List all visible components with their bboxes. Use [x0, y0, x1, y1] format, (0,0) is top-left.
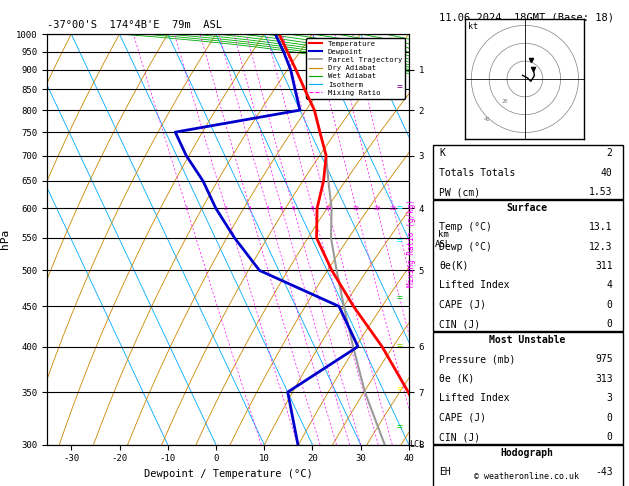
Text: 2: 2: [607, 148, 613, 158]
Text: 15: 15: [352, 206, 360, 211]
Bar: [433, 200, 623, 331]
Text: =: =: [396, 422, 403, 432]
Text: -43: -43: [595, 467, 613, 477]
Text: Lifted Index: Lifted Index: [439, 280, 509, 291]
Text: 0: 0: [607, 300, 613, 310]
Text: 4: 4: [607, 280, 613, 291]
Text: CAPE (J): CAPE (J): [439, 413, 486, 423]
Text: θe(K): θe(K): [439, 261, 468, 271]
Text: Totals Totals: Totals Totals: [439, 168, 515, 178]
Text: 5: 5: [280, 206, 284, 211]
Text: -37°00'S  174°4B'E  79m  ASL: -37°00'S 174°4B'E 79m ASL: [47, 20, 222, 30]
Text: 0: 0: [607, 432, 613, 442]
Text: 12.3: 12.3: [589, 242, 613, 252]
Text: =: =: [396, 342, 403, 351]
Text: CIN (J): CIN (J): [439, 432, 480, 442]
Text: Most Unstable: Most Unstable: [489, 335, 565, 345]
Text: =: =: [396, 236, 403, 246]
Text: 40: 40: [483, 117, 490, 122]
Text: K: K: [439, 148, 445, 158]
Text: 13.1: 13.1: [589, 222, 613, 232]
Bar: [433, 332, 623, 444]
Text: 25: 25: [390, 206, 398, 211]
Text: 8: 8: [311, 206, 314, 211]
Text: Lifted Index: Lifted Index: [439, 393, 509, 403]
Text: 0: 0: [607, 319, 613, 330]
Text: 0: 0: [607, 413, 613, 423]
Text: 1.53: 1.53: [589, 187, 613, 197]
Legend: Temperature, Dewpoint, Parcel Trajectory, Dry Adiabat, Wet Adiabat, Isotherm, Mi: Temperature, Dewpoint, Parcel Trajectory…: [306, 37, 405, 99]
Text: 40: 40: [601, 168, 613, 178]
Text: Mixing Ratio (g/kg): Mixing Ratio (g/kg): [408, 199, 416, 287]
Text: 11.06.2024  18GMT (Base: 18): 11.06.2024 18GMT (Base: 18): [439, 12, 615, 22]
Y-axis label: hPa: hPa: [1, 229, 11, 249]
Text: Pressure (mb): Pressure (mb): [439, 354, 515, 364]
Text: 20: 20: [374, 206, 381, 211]
Text: 2: 2: [224, 206, 228, 211]
Text: 3: 3: [607, 393, 613, 403]
Text: =: =: [396, 203, 403, 213]
Text: =: =: [396, 384, 403, 394]
Text: Hodograph: Hodograph: [500, 448, 554, 458]
Text: =: =: [396, 82, 403, 91]
Text: 975: 975: [595, 354, 613, 364]
X-axis label: Dewpoint / Temperature (°C): Dewpoint / Temperature (°C): [143, 469, 313, 479]
Text: CAPE (J): CAPE (J): [439, 300, 486, 310]
Text: Temp (°C): Temp (°C): [439, 222, 492, 232]
Text: CIN (J): CIN (J): [439, 319, 480, 330]
Text: 10: 10: [324, 206, 331, 211]
Text: LCL: LCL: [409, 440, 424, 449]
Text: =: =: [396, 293, 403, 303]
Text: PW (cm): PW (cm): [439, 187, 480, 197]
Text: EH: EH: [439, 467, 450, 477]
Text: Dewp (°C): Dewp (°C): [439, 242, 492, 252]
Text: θe (K): θe (K): [439, 374, 474, 384]
Text: 311: 311: [595, 261, 613, 271]
Text: 6: 6: [292, 206, 296, 211]
Bar: [433, 145, 623, 199]
Text: © weatheronline.co.uk: © weatheronline.co.uk: [474, 472, 579, 481]
Bar: [433, 445, 623, 486]
Text: Surface: Surface: [506, 203, 547, 213]
Y-axis label: km
ASL: km ASL: [435, 230, 452, 249]
Text: kt: kt: [468, 22, 478, 31]
Text: 4: 4: [265, 206, 269, 211]
Text: 20: 20: [501, 99, 508, 104]
Text: 1: 1: [185, 206, 189, 211]
Text: 313: 313: [595, 374, 613, 384]
Text: 3: 3: [248, 206, 252, 211]
